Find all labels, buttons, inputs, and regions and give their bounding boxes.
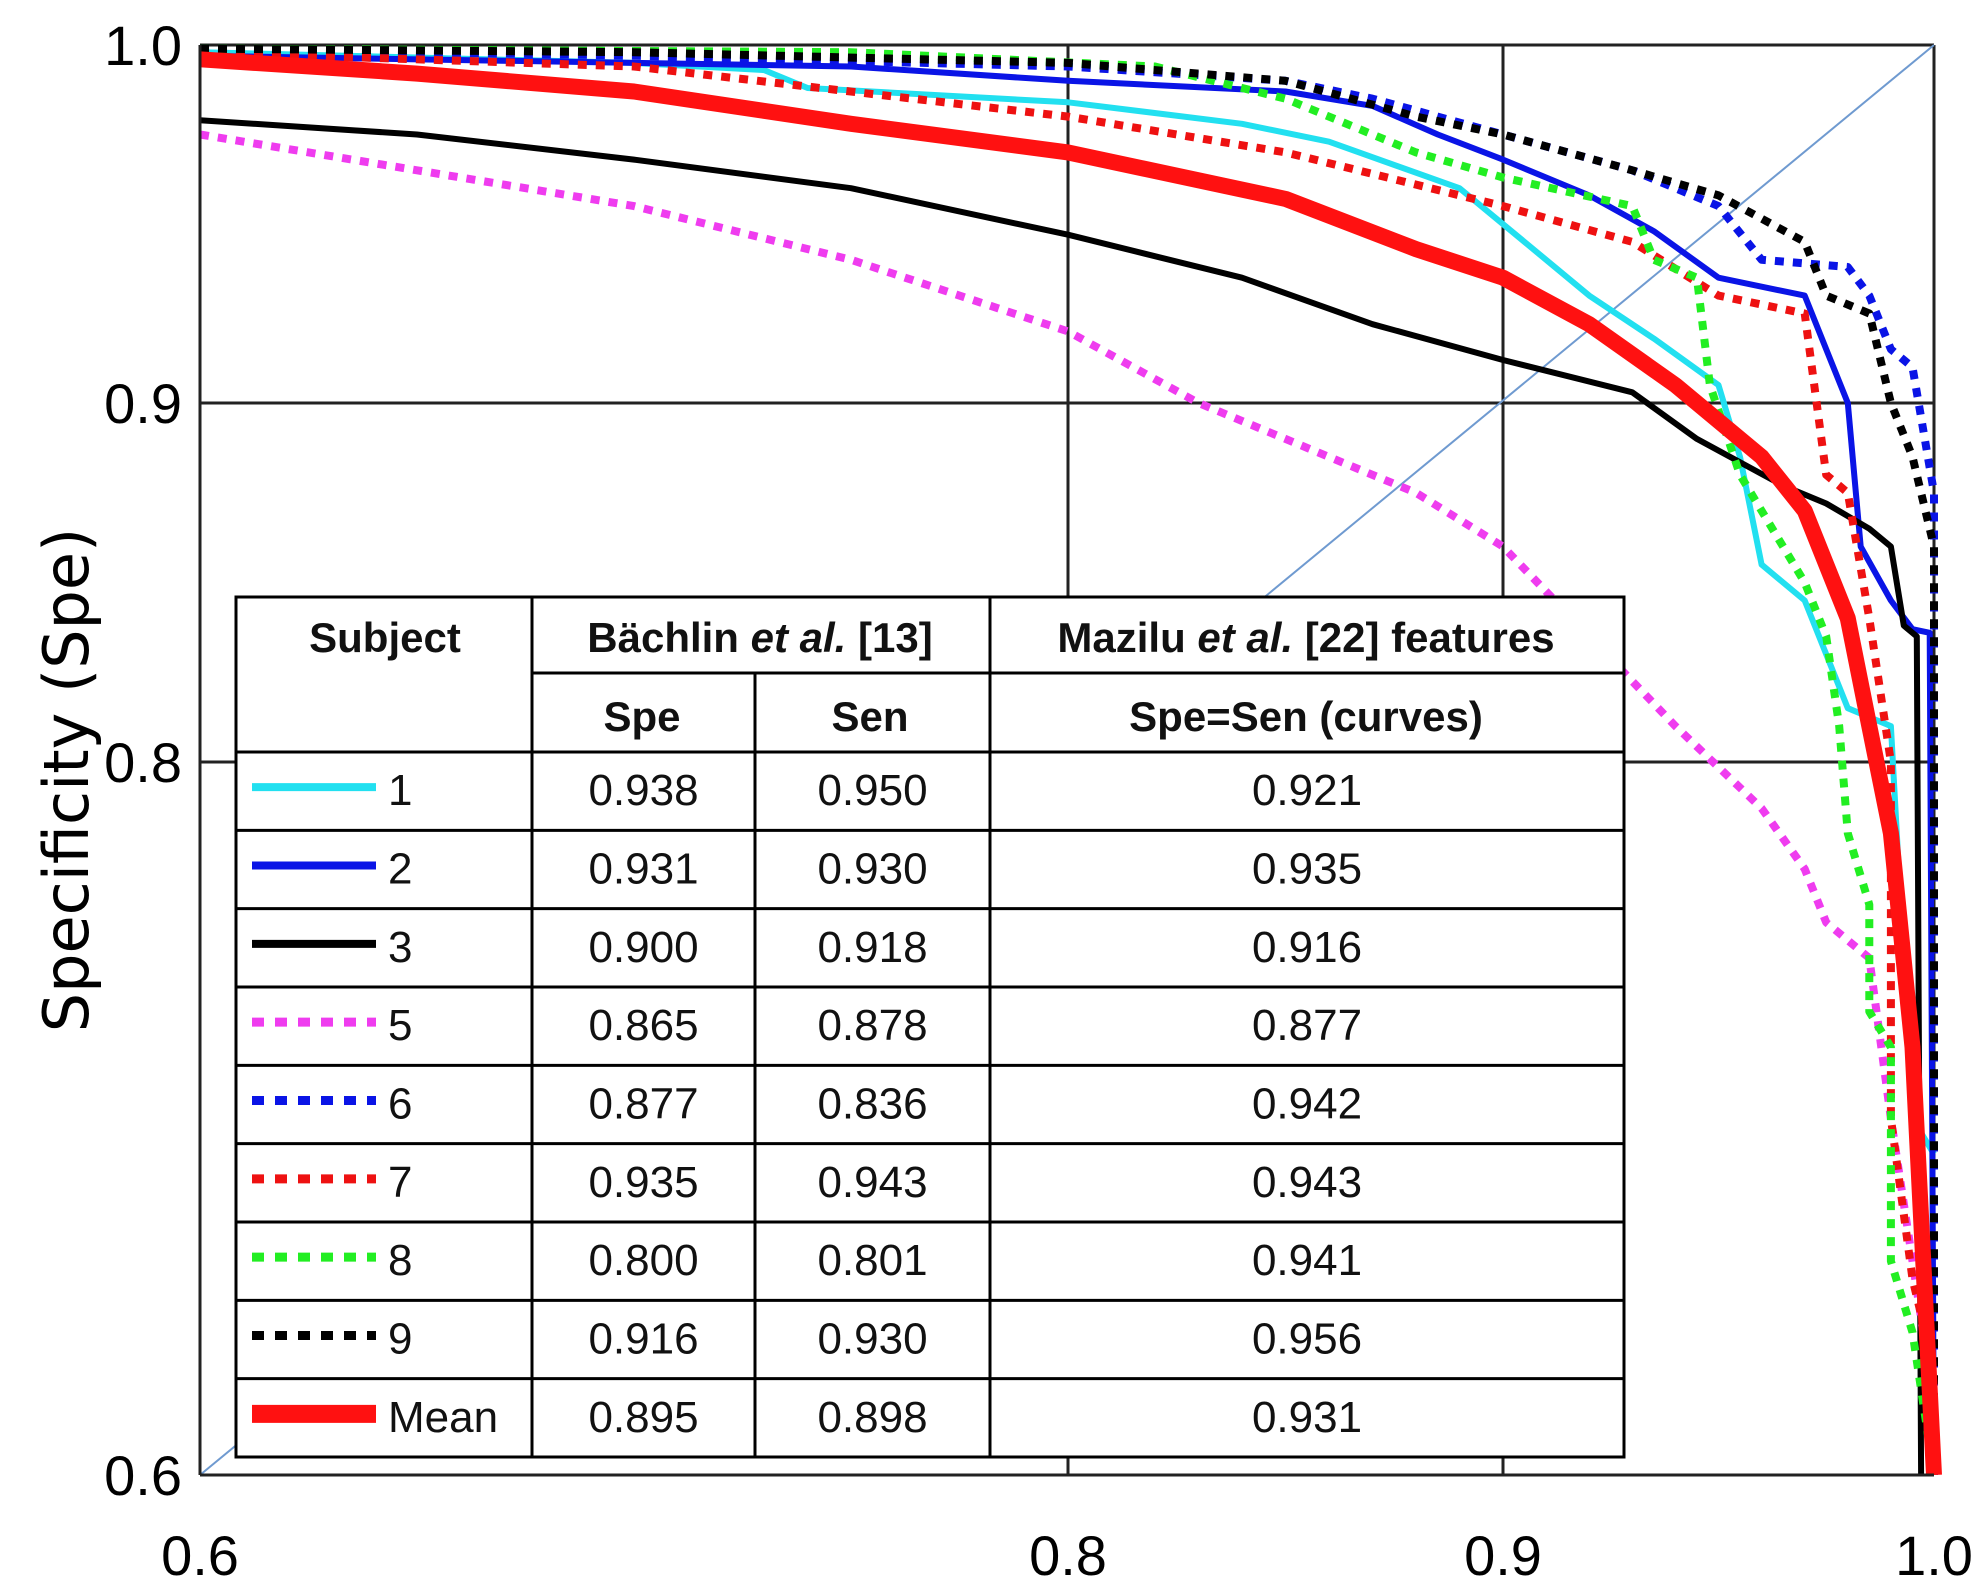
row-curves-mean: 0.931: [1252, 1393, 1362, 1442]
series-line-9: [199, 44, 1938, 1475]
tick-labels: 0.6 0.8 0.9 1.0 0.6 0.8 0.9 1.0: [104, 14, 1973, 1587]
header-mazilu-italic: et al.: [1197, 614, 1293, 661]
row-spe-8: 0.800: [588, 1236, 698, 1285]
row-subject-5: 5: [388, 1001, 412, 1050]
header-bachlin-pre: Bächlin: [587, 614, 750, 661]
row-subject-8: 8: [388, 1236, 412, 1285]
row-curves-6: 0.942: [1252, 1080, 1362, 1129]
row-sen-6: 0.836: [817, 1080, 927, 1129]
row-spe-9: 0.916: [588, 1315, 698, 1364]
row-spe-1: 0.938: [588, 766, 698, 815]
y-tick-label-1: 0.8: [104, 731, 182, 794]
row-subject-7: 7: [388, 1158, 412, 1207]
row-sen-mean: 0.898: [817, 1393, 927, 1442]
row-sen-9: 0.930: [817, 1315, 927, 1364]
row-spe-5: 0.865: [588, 1001, 698, 1050]
row-sen-2: 0.930: [817, 845, 927, 894]
row-curves-9: 0.956: [1252, 1315, 1362, 1364]
series-line-5: [199, 130, 1938, 1405]
subheader-spe: Spe: [603, 693, 680, 740]
row-spe-mean: 0.895: [588, 1393, 698, 1442]
row-curves-2: 0.935: [1252, 845, 1362, 894]
header-subject: Subject: [309, 614, 461, 661]
series-group: [199, 44, 1942, 1476]
row-subject-1: 1: [388, 766, 412, 815]
row-curves-1: 0.921: [1252, 766, 1362, 815]
header-bachlin: Bächlin et al. [13]: [587, 614, 932, 661]
row-curves-7: 0.943: [1252, 1158, 1362, 1207]
axis-frame: [198, 45, 1934, 1477]
y-tick-label-2: 0.9: [104, 372, 182, 435]
x-tick-label-0: 0.6: [161, 1524, 239, 1587]
row-subject-3: 3: [388, 923, 412, 972]
table-frame: [234, 595, 1626, 1459]
series-line-mean: [199, 51, 1942, 1476]
x-tick-label-1: 0.8: [1029, 1524, 1107, 1587]
row-curves-5: 0.877: [1252, 1001, 1362, 1050]
y-tick-label-0: 0.6: [104, 1444, 182, 1507]
row-curves-3: 0.916: [1252, 923, 1362, 972]
row-sen-1: 0.950: [817, 766, 927, 815]
row-sen-8: 0.801: [817, 1236, 927, 1285]
table-gridlines: [236, 597, 1624, 1457]
row-subject-6: 6: [388, 1080, 412, 1129]
row-sen-7: 0.943: [817, 1158, 927, 1207]
y-tick-label-3: 1.0: [104, 14, 182, 77]
y-axis-label: Specificity (Spe): [30, 528, 103, 1032]
series-line-1: [199, 49, 1937, 1156]
row-sen-5: 0.878: [817, 1001, 927, 1050]
row-subject-9: 9: [388, 1315, 412, 1364]
header-bachlin-post: [13]: [846, 614, 932, 661]
row-spe-3: 0.900: [588, 923, 698, 972]
subheader-sen: Sen: [831, 693, 908, 740]
x-tick-label-3: 1.0: [1895, 1524, 1973, 1587]
series-line-7: [199, 48, 1938, 1369]
row-curves-8: 0.941: [1252, 1236, 1362, 1285]
series-line-8: [199, 44, 1938, 1476]
row-subject-2: 2: [388, 845, 412, 894]
header-mazilu-pre: Mazilu: [1057, 614, 1197, 661]
row-spe-2: 0.931: [588, 845, 698, 894]
subheader-curves: Spe=Sen (curves): [1129, 693, 1483, 740]
x-tick-label-2: 0.9: [1464, 1524, 1542, 1587]
legend-table: Subject Bächlin et al. [13] Mazilu et al…: [234, 595, 1626, 1459]
header-mazilu: Mazilu et al. [22] features: [1057, 614, 1554, 661]
row-spe-6: 0.877: [588, 1080, 698, 1129]
series-line-2: [199, 52, 1937, 1476]
row-subject-mean: Mean: [388, 1393, 498, 1442]
row-sen-3: 0.918: [817, 923, 927, 972]
row-spe-7: 0.935: [588, 1158, 698, 1207]
series-line-3: [199, 117, 1925, 1476]
header-bachlin-italic: et al.: [751, 614, 847, 661]
header-mazilu-post: [22] features: [1293, 614, 1554, 661]
table-rows: 1 0.938 0.950 0.921 2 0.931 0.930 0.935 3 0.900 0.…: [252, 766, 1362, 1442]
